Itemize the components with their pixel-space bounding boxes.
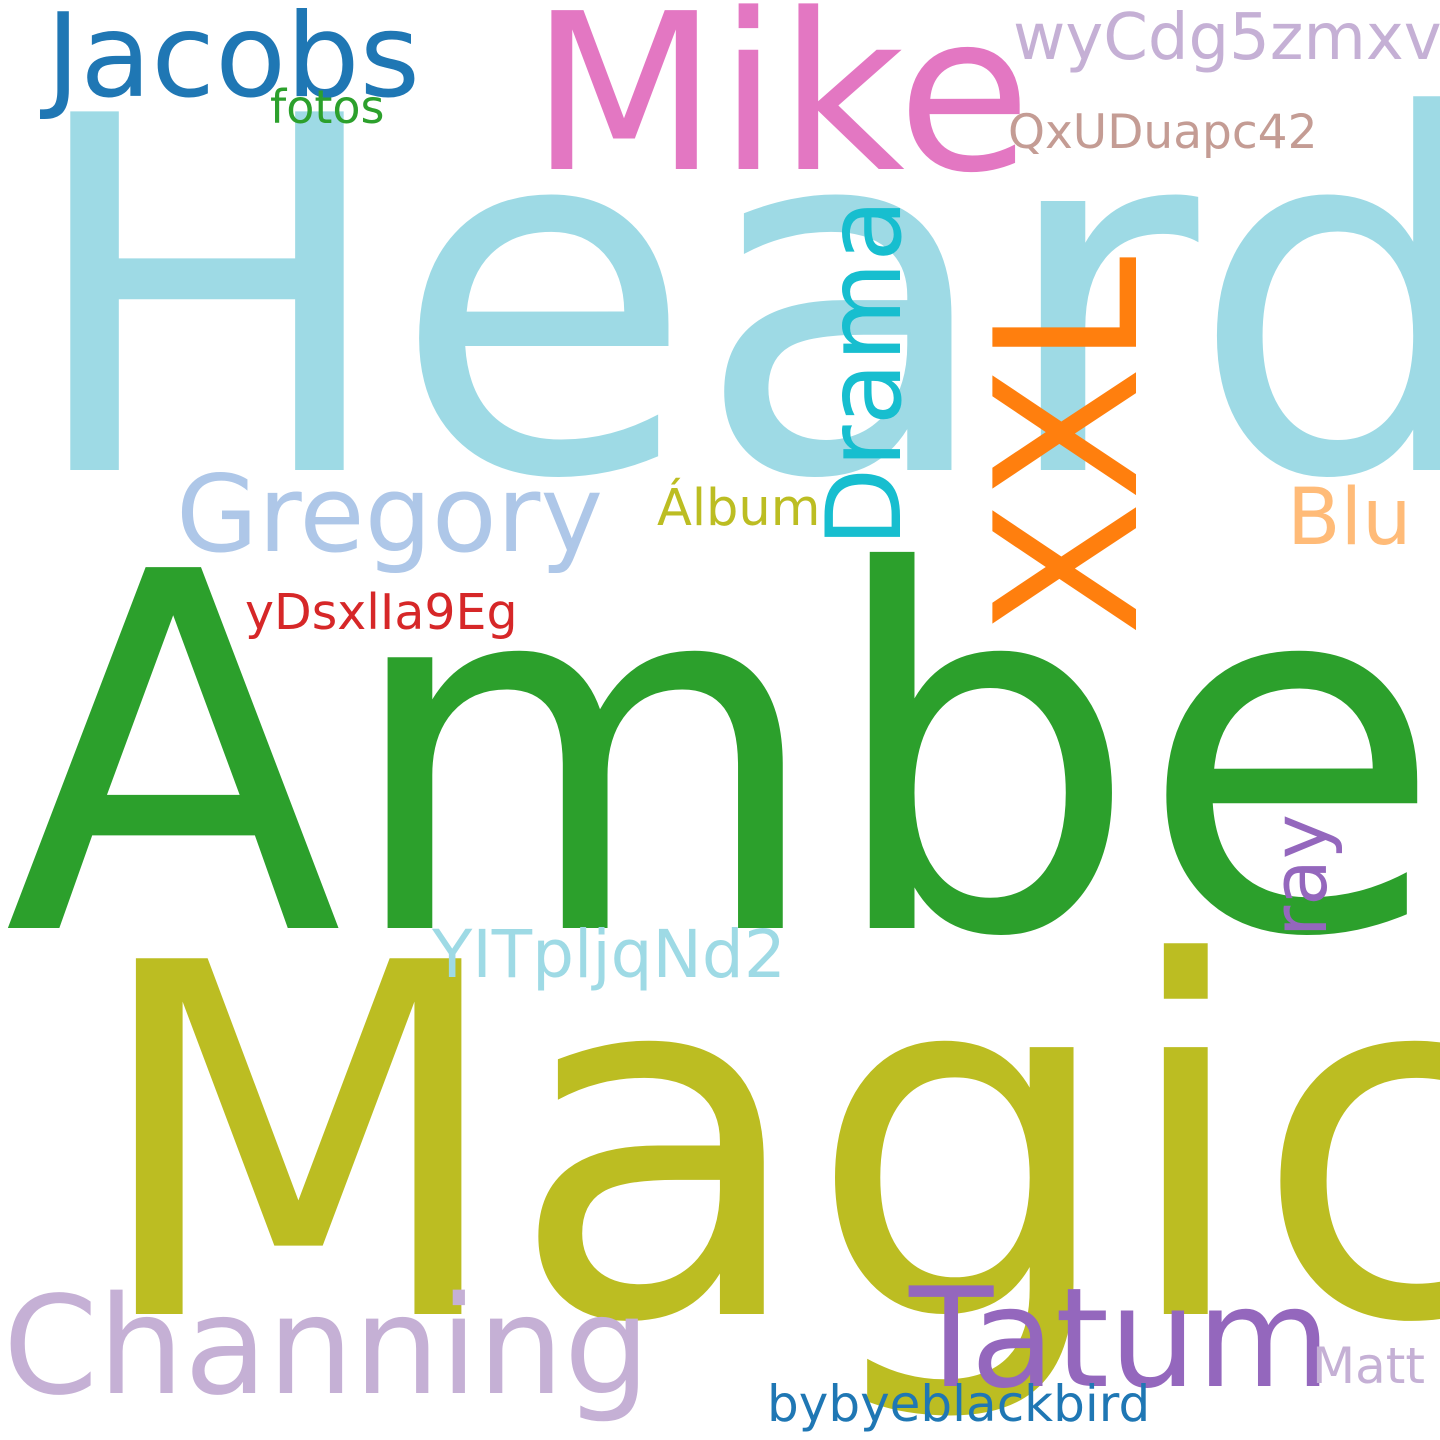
word-qxuduapc42: QxUDuapc42 xyxy=(1008,105,1318,160)
word-ray: ray xyxy=(1255,814,1344,937)
word-mike: Mike xyxy=(530,0,1032,221)
word-album: Álbum xyxy=(657,479,821,538)
word-bybyeblackbird: bybyeblackbird xyxy=(767,1375,1151,1433)
word-fotos: fotos xyxy=(270,80,385,134)
word-tatum: Tatum xyxy=(909,1258,1332,1419)
word-jacobs: Jacobs xyxy=(46,0,421,124)
word-wycdg5zmxv: wyCdg5zmxv xyxy=(1013,1,1440,75)
word-yitpljqnd2: YITpljqNd2 xyxy=(432,916,786,993)
word-ydsxlia9eg: yDsxlIa9Eg xyxy=(245,584,518,641)
word-channing: Channing xyxy=(3,1268,651,1426)
word-xxl: XXL xyxy=(954,256,1183,636)
word-drama: Drama xyxy=(805,198,925,547)
word-amber: Amber xyxy=(4,469,1440,1045)
word-matt: Matt xyxy=(1312,1337,1425,1395)
word-magic: Magic xyxy=(88,862,1440,1430)
word-heard: Heard xyxy=(22,14,1440,587)
word-gregory: Gregory xyxy=(176,453,604,576)
word-blu: Blu xyxy=(1287,473,1412,563)
